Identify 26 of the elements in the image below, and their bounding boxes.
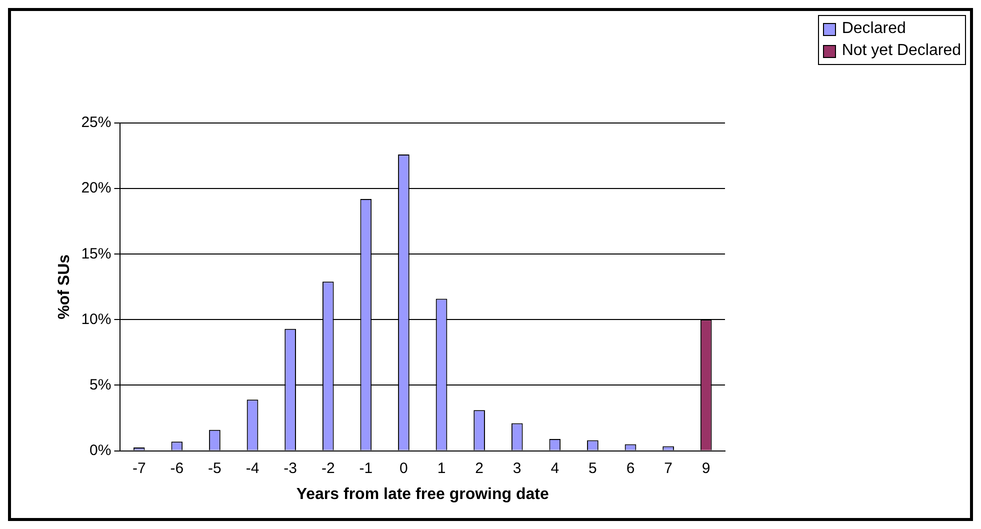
legend-label: Not yet Declared: [842, 41, 961, 61]
x-tick-label: 3: [512, 460, 522, 477]
x-axis-title: Years from late free growing date: [296, 486, 549, 503]
y-tick-label: 15%: [81, 245, 112, 262]
x-tick-label: -7: [132, 460, 146, 477]
x-tick-label: -1: [359, 460, 373, 477]
x-tick-label: -6: [170, 460, 184, 477]
y-tick-label: 20%: [81, 180, 112, 197]
x-tick-label: 9: [702, 460, 710, 477]
x-tick-label: -2: [321, 460, 335, 477]
x-tick-label: 6: [626, 460, 635, 477]
x-tick-label: 4: [550, 460, 560, 477]
x-tick-label: 7: [664, 460, 672, 477]
x-tick-label: 2: [475, 460, 484, 477]
y-tick-label: 5%: [90, 376, 112, 394]
x-tick-label: 5: [588, 460, 597, 477]
legend-label: Declared: [842, 19, 906, 39]
x-tick-label: 1: [437, 460, 446, 477]
y-tick-label: 0%: [90, 442, 112, 459]
x-tick-label: -5: [208, 460, 222, 477]
x-tick-label: -4: [246, 460, 260, 477]
y-tick-label: 10%: [81, 310, 112, 328]
y-tick-label: 25%: [81, 114, 112, 132]
y-axis-title: %of SUs: [56, 254, 74, 320]
x-tick-label: -3: [284, 460, 297, 477]
x-tick-label: 0: [400, 460, 408, 477]
